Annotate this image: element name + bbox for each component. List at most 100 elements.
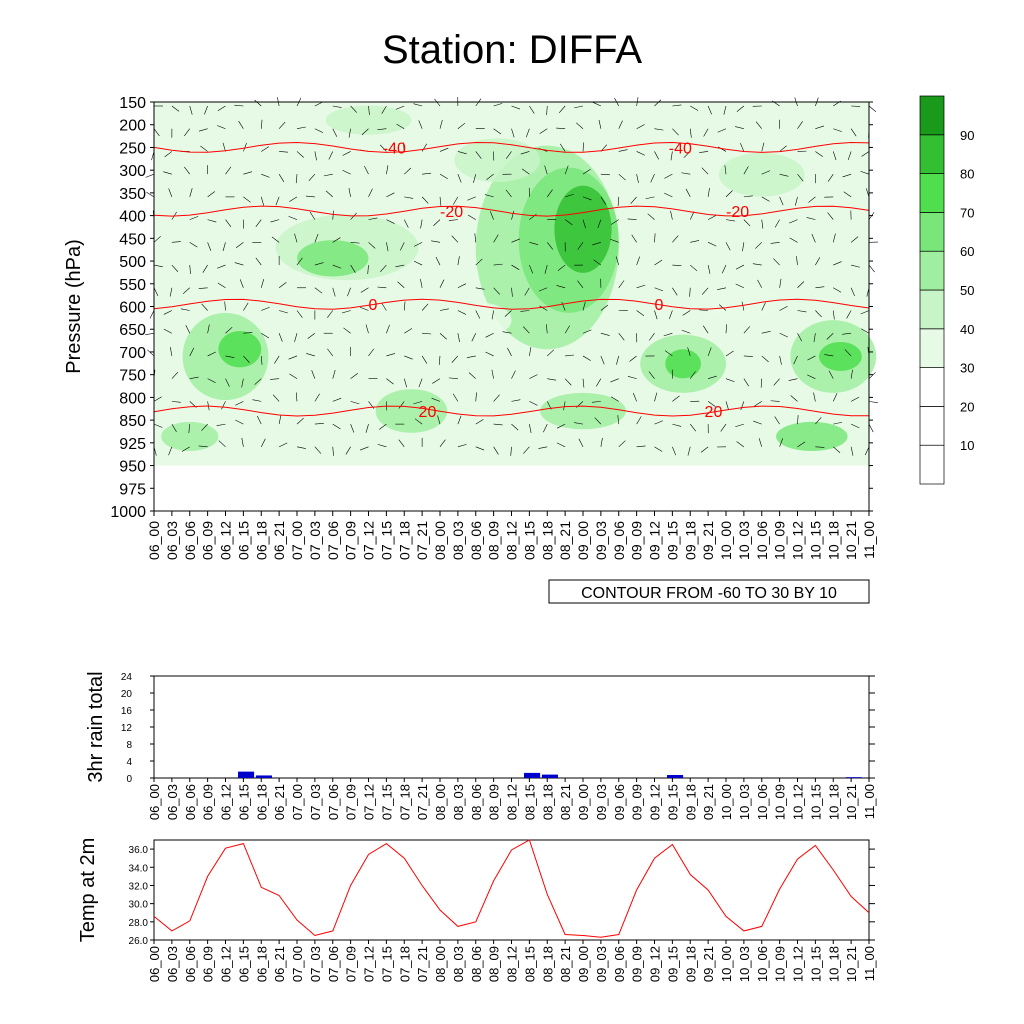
rain-x-tick-label: 10_09: [773, 784, 788, 820]
wind-barb: [617, 196, 620, 206]
wind-barb: [827, 173, 834, 182]
wind-barb: [689, 211, 695, 220]
rain-x-tick-label: 08_18: [540, 784, 555, 820]
wind-barb: [529, 105, 535, 114]
wind-barb: [774, 416, 780, 425]
x-tick-label: 09_03: [593, 521, 609, 560]
wind-barb: [341, 310, 351, 314]
wind-barb: [475, 258, 483, 266]
wind-barb: [592, 242, 601, 246]
wind-barb: [864, 446, 870, 456]
temp-contour-label: -40: [383, 140, 406, 157]
wind-barb: [414, 418, 423, 425]
temp-x-tick-label: 10_00: [719, 946, 734, 982]
wind-barb: [687, 347, 691, 357]
wind-barb: [471, 333, 477, 342]
wind-barb: [511, 287, 513, 297]
wind-barb: [868, 105, 877, 113]
wind-barb: [275, 196, 280, 206]
colorbar-box: [919, 367, 945, 407]
wind-barb: [582, 355, 591, 361]
wind-barb: [757, 279, 763, 288]
rain-x-tick-label: 08_12: [505, 784, 520, 820]
wind-barb: [218, 440, 226, 448]
wind-barb: [368, 188, 373, 198]
wind-barb: [216, 423, 226, 426]
x-tick-label: 08_18: [539, 521, 555, 560]
y-tick-label: 350: [119, 186, 146, 203]
wind-barb: [184, 128, 190, 137]
wind-barb: [332, 369, 336, 379]
wind-barb: [582, 329, 592, 334]
rain-x-tick-label: 10_12: [791, 784, 806, 820]
wind-barb: [707, 105, 712, 115]
wind-barb: [861, 328, 870, 334]
wind-barb: [807, 355, 816, 361]
rain-x-tick-label: 08_15: [522, 784, 537, 820]
wind-barb: [672, 423, 682, 427]
wind-barb: [736, 441, 745, 448]
temp-x-tick-label: 10_21: [844, 946, 859, 982]
wind-barb: [377, 286, 387, 289]
wind-barb: [296, 151, 304, 158]
rh-region: [440, 301, 512, 339]
wind-barb: [511, 399, 521, 402]
wind-barb: [260, 196, 265, 206]
wind-barb: [672, 264, 682, 266]
wind-barb: [721, 264, 727, 274]
temp-x-tick-label: 07_00: [290, 946, 305, 982]
wind-barb: [610, 378, 619, 383]
wind-barb: [274, 355, 280, 364]
wind-barb: [790, 395, 798, 402]
wind-barb: [278, 121, 286, 129]
wind-barb: [404, 355, 413, 360]
x-tick-label: 09_06: [611, 521, 627, 560]
wind-barb: [547, 189, 553, 198]
wind-barb: [577, 280, 584, 288]
wind-barb: [511, 210, 515, 220]
temp-y-tick-label: 26.0: [129, 936, 149, 947]
wind-barb: [529, 264, 534, 274]
wind-barb: [457, 174, 462, 183]
temp-y-tick-label: 32.0: [129, 881, 149, 892]
wind-barb: [526, 128, 530, 138]
wind-barb: [761, 170, 771, 175]
wind-barb: [664, 192, 673, 198]
colorbar-label: 60: [960, 244, 974, 259]
colorbar-label: 20: [960, 399, 974, 414]
wind-barb: [448, 219, 458, 221]
wind-barb: [594, 417, 602, 425]
wind-barb: [833, 261, 842, 266]
wind-barb: [189, 216, 199, 220]
wind-barb: [682, 310, 691, 316]
wind-barb: [201, 303, 208, 311]
wind-barb: [779, 278, 782, 288]
wind-barb: [485, 332, 494, 338]
temp-x-tick-label: 09_09: [630, 946, 645, 982]
wind-barb: [699, 309, 709, 311]
rh-region: [454, 138, 541, 182]
wind-barb: [610, 396, 619, 402]
wind-barb: [168, 188, 173, 197]
wind-barb: [529, 424, 532, 434]
wind-barb: [332, 423, 341, 430]
wind-barb: [457, 310, 467, 315]
rain-y-tick-label: 16: [121, 706, 133, 717]
wind-barb: [861, 151, 870, 157]
wind-barb: [457, 283, 467, 289]
wind-barb: [439, 308, 449, 311]
wind-barb: [489, 211, 494, 220]
wind-barb: [386, 242, 389, 252]
wind-barb: [217, 105, 226, 112]
wind-barb: [342, 169, 351, 175]
wind-barb: [850, 396, 860, 402]
temp-x-tick-label: 09_18: [683, 946, 698, 982]
wind-barb: [171, 105, 180, 112]
wind-barb: [708, 375, 717, 379]
wind-barb: [289, 196, 298, 202]
wind-barb: [600, 173, 610, 176]
wind-barb: [345, 446, 351, 455]
wind-barb: [368, 105, 370, 115]
